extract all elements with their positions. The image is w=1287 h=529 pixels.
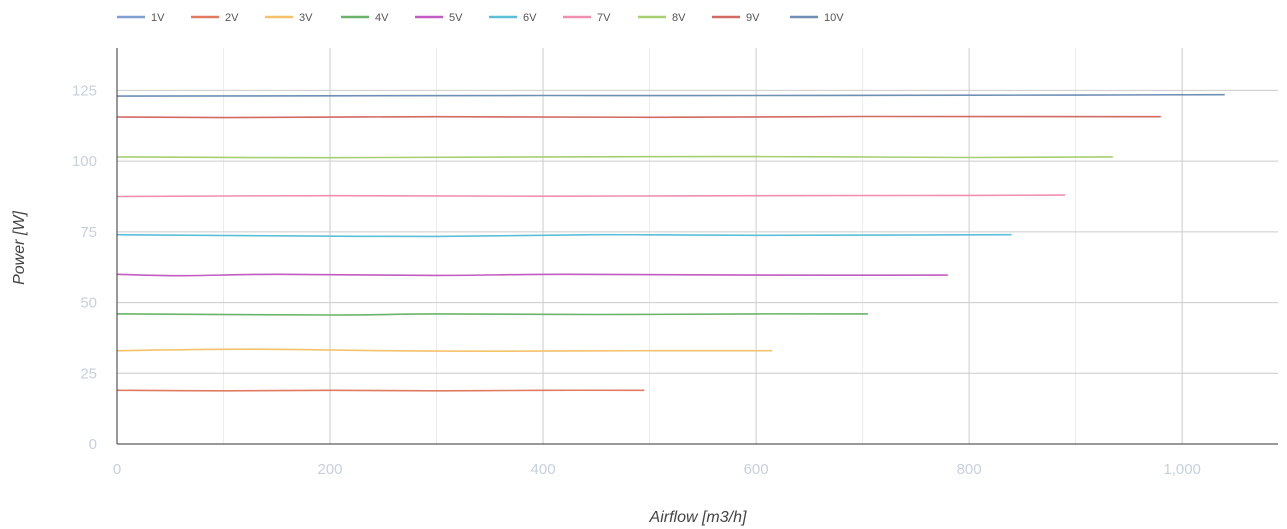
y-tick-label: 75 [80, 224, 97, 241]
series-line-7v [116, 194, 1066, 198]
series-line-5v [116, 273, 948, 277]
chart-legend: 1V 2V 3V 4V 5V 6V 7V 8V 9V 10V [117, 12, 844, 24]
series-line-6v [116, 233, 1012, 238]
legend-label: 3V [299, 12, 313, 24]
legend-item-3v[interactable]: 3V [265, 12, 313, 24]
legend-label: 1V [151, 12, 165, 24]
series-line-4v [116, 313, 868, 316]
y-tick-label: 125 [72, 82, 97, 99]
x-axis-title: Airflow [m3/h] [649, 509, 747, 526]
series-line-2v [116, 389, 645, 392]
chart-axes [116, 48, 1278, 445]
chart-grid [117, 48, 1278, 444]
legend-label: 7V [597, 12, 611, 24]
x-tick-label: 0 [113, 461, 121, 478]
x-tick-label: 800 [957, 461, 982, 478]
y-tick-label: 100 [72, 153, 97, 170]
legend-item-2v[interactable]: 2V [191, 12, 239, 24]
x-tick-label: 600 [744, 461, 769, 478]
legend-label: 6V [523, 12, 537, 24]
legend-label: 5V [449, 12, 463, 24]
y-axis-title: Power [W] [11, 211, 28, 285]
legend-item-7v[interactable]: 7V [563, 12, 611, 24]
x-tick-label: 200 [318, 461, 343, 478]
legend-label: 10V [824, 12, 844, 24]
legend-label: 8V [672, 12, 686, 24]
legend-label: 9V [746, 12, 760, 24]
chart-series-lines [116, 93, 1225, 392]
chart-tick-labels: 0 200 400 600 800 1,000 0 25 50 75 100 125 [72, 82, 1201, 478]
legend-item-8v[interactable]: 8V [638, 12, 686, 24]
legend-item-5v[interactable]: 5V [415, 12, 463, 24]
x-tick-label: 1,000 [1163, 461, 1201, 478]
legend-item-4v[interactable]: 4V [341, 12, 389, 24]
x-tick-label: 400 [531, 461, 556, 478]
series-line-8v [116, 155, 1113, 159]
legend-item-6v[interactable]: 6V [489, 12, 537, 24]
series-line-3v [116, 348, 773, 353]
series-line-10v [116, 93, 1225, 97]
legend-item-10v[interactable]: 10V [790, 12, 844, 24]
legend-label: 4V [375, 12, 389, 24]
y-tick-label: 0 [89, 436, 97, 453]
legend-item-9v[interactable]: 9V [712, 12, 760, 24]
y-tick-label: 25 [80, 365, 97, 382]
legend-label: 2V [225, 12, 239, 24]
y-tick-label: 50 [80, 295, 97, 312]
series-line-9v [116, 115, 1161, 119]
legend-item-1v[interactable]: 1V [117, 12, 165, 24]
